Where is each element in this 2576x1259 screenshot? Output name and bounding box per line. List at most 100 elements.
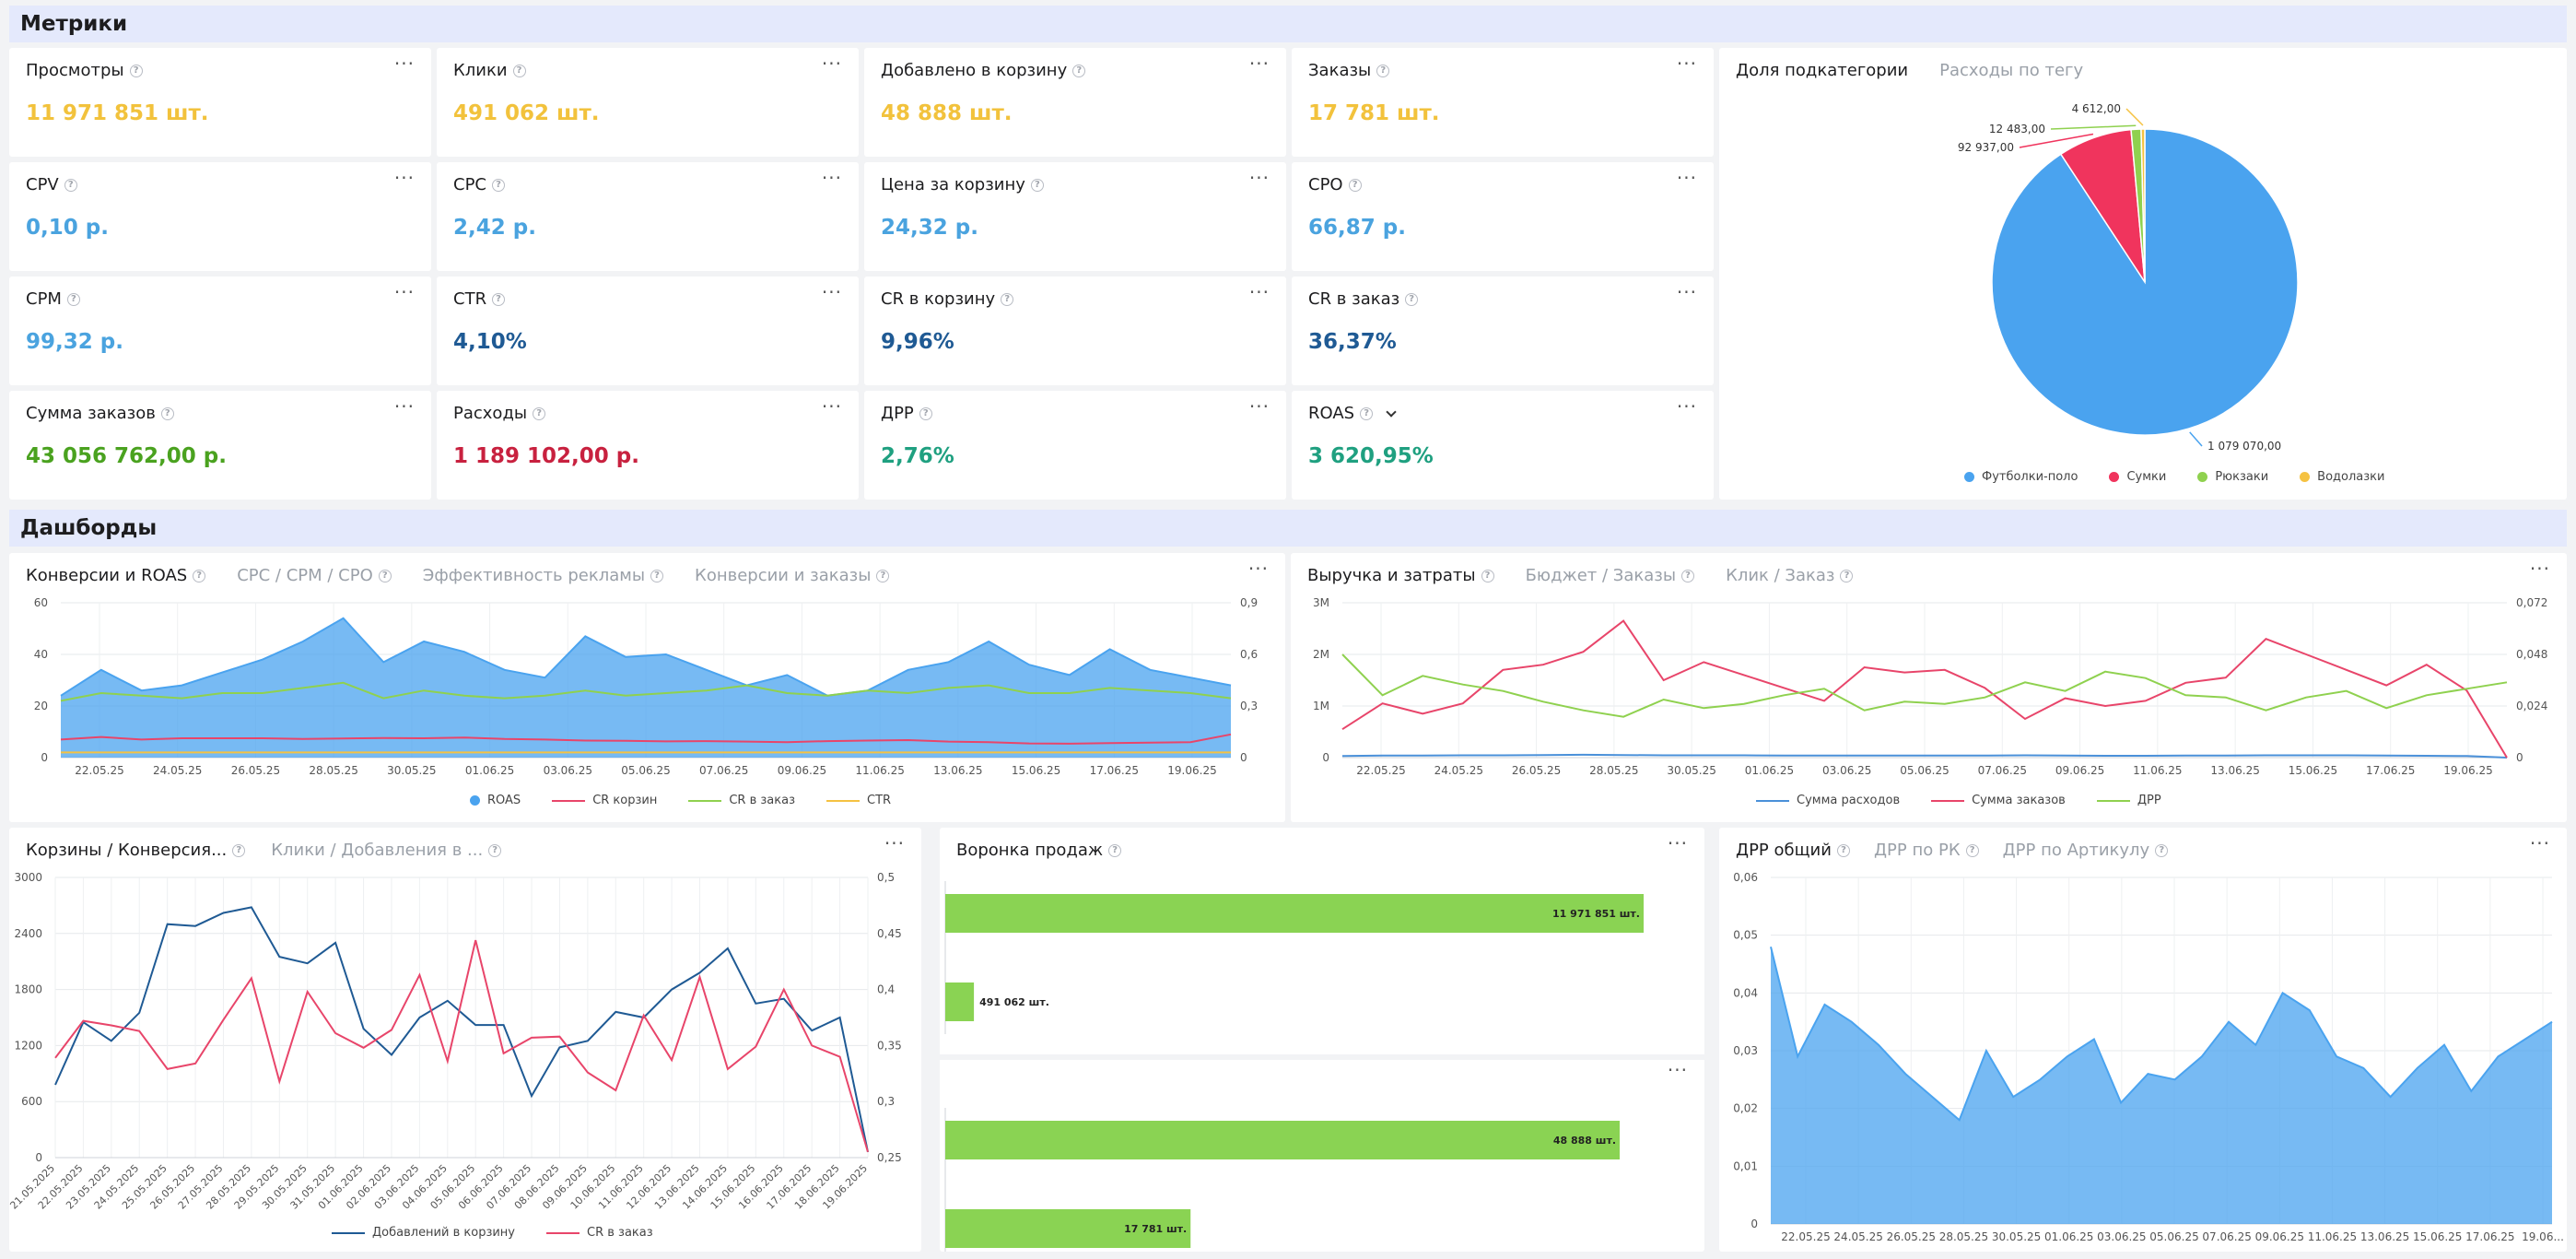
- more-menu-icon[interactable]: ···: [884, 832, 905, 854]
- info-icon[interactable]: ?: [1840, 569, 1854, 582]
- info-icon[interactable]: ?: [650, 569, 664, 582]
- series-line[interactable]: [54, 939, 869, 1153]
- funnel-bar[interactable]: [945, 1121, 1620, 1159]
- funnel-bar[interactable]: [945, 1209, 1191, 1248]
- more-menu-icon[interactable]: ···: [2529, 558, 2550, 580]
- info-icon[interactable]: ?: [160, 406, 174, 420]
- info-icon[interactable]: ?: [1481, 569, 1494, 582]
- funnel-bar[interactable]: [945, 894, 1644, 933]
- carts-chart: 0 0,25 600 0,3 1200 0,35 1800 0,4 2400 0,45 3000 0,…: [9, 871, 902, 1212]
- more-menu-icon[interactable]: ···: [393, 281, 415, 303]
- series-line[interactable]: [1341, 619, 2508, 759]
- info-icon[interactable]: ?: [492, 292, 506, 306]
- info-icon[interactable]: ?: [1348, 178, 1362, 192]
- tab-expenses-by-tag[interactable]: Расходы по тегу: [1939, 61, 2084, 80]
- series-line[interactable]: [1341, 653, 2508, 718]
- tab-click-order[interactable]: Клик / Заказ?: [1726, 566, 1854, 585]
- funnel-bar[interactable]: [945, 982, 975, 1021]
- series-line[interactable]: [60, 617, 1232, 697]
- info-icon[interactable]: ?: [232, 843, 246, 857]
- metric-card: Просмотры? ··· 11 971 851 шт.: [9, 48, 431, 157]
- pie-label-line: [2050, 124, 2137, 130]
- info-icon[interactable]: ?: [1108, 843, 1122, 857]
- x-tick-label: 24.05.25: [1833, 1230, 1882, 1243]
- info-icon[interactable]: ?: [1001, 292, 1014, 306]
- more-menu-icon[interactable]: ···: [1676, 281, 1697, 303]
- series-line[interactable]: [54, 906, 869, 1153]
- legend-item[interactable]: CTR: [826, 794, 891, 807]
- info-icon[interactable]: ?: [193, 569, 206, 582]
- info-icon[interactable]: ?: [129, 64, 143, 77]
- tab-clicks-additions[interactable]: Клики / Добавления в ...?: [271, 841, 502, 860]
- info-icon[interactable]: ?: [512, 64, 526, 77]
- info-icon[interactable]: ?: [1681, 569, 1695, 582]
- more-menu-icon[interactable]: ···: [1676, 395, 1697, 418]
- info-icon[interactable]: ?: [378, 569, 392, 582]
- tab-drr-article[interactable]: ДРР по Артикулу?: [2003, 841, 2169, 860]
- x-tick-label: 30.05.25: [387, 764, 436, 777]
- legend-item[interactable]: CR корзин: [552, 794, 657, 807]
- info-icon[interactable]: ?: [919, 406, 932, 420]
- info-icon[interactable]: ?: [492, 178, 505, 192]
- legend-item[interactable]: Добавлений в корзину: [332, 1226, 515, 1240]
- more-menu-icon[interactable]: ···: [1667, 1059, 1688, 1081]
- tab-conversions-orders[interactable]: Конверсии и заказы?: [695, 566, 890, 585]
- legend-item[interactable]: Футболки-поло: [1964, 470, 2078, 484]
- info-icon[interactable]: ?: [1030, 178, 1044, 192]
- info-icon[interactable]: ?: [1965, 843, 1979, 857]
- series-line[interactable]: [60, 733, 1232, 745]
- series-area[interactable]: [1771, 947, 2552, 1224]
- more-menu-icon[interactable]: ···: [821, 167, 842, 189]
- series-area[interactable]: [61, 618, 1231, 758]
- legend-item[interactable]: ROAS: [470, 794, 521, 807]
- series-line[interactable]: [1341, 753, 2508, 759]
- more-menu-icon[interactable]: ···: [1676, 167, 1697, 189]
- info-icon[interactable]: ?: [533, 406, 546, 420]
- tab-drr-total[interactable]: ДРР общий?: [1736, 841, 1850, 860]
- more-menu-icon[interactable]: ···: [393, 167, 415, 189]
- more-menu-icon[interactable]: ···: [821, 395, 842, 418]
- info-icon[interactable]: ?: [488, 843, 502, 857]
- info-icon[interactable]: ?: [1376, 64, 1390, 77]
- more-menu-icon[interactable]: ···: [393, 53, 415, 75]
- legend-item[interactable]: CR в заказ: [546, 1226, 653, 1240]
- tab-cpc-cpm-cpo[interactable]: CPC / CPM / CPO?: [237, 566, 392, 585]
- info-icon[interactable]: ?: [1405, 292, 1419, 306]
- tab-drr-campaign[interactable]: ДРР по РК?: [1874, 841, 1979, 860]
- legend-item[interactable]: CR в заказ: [688, 794, 795, 807]
- more-menu-icon[interactable]: ···: [1248, 167, 1270, 189]
- tab-conversions-roas[interactable]: Конверсии и ROAS?: [26, 566, 206, 585]
- more-menu-icon[interactable]: ···: [1676, 53, 1697, 75]
- legend-item[interactable]: Сумма заказов: [1931, 794, 2066, 807]
- more-menu-icon[interactable]: ···: [1248, 395, 1270, 418]
- more-menu-icon[interactable]: ···: [393, 395, 415, 418]
- tab-carts-conversion[interactable]: Корзины / Конверсия...?: [26, 841, 246, 860]
- more-menu-icon[interactable]: ···: [821, 281, 842, 303]
- more-menu-icon[interactable]: ···: [1667, 832, 1688, 854]
- tab-revenue-costs[interactable]: Выручка и затраты?: [1307, 566, 1494, 585]
- legend-item[interactable]: Сумки: [2109, 470, 2166, 484]
- tab-subcategory-share[interactable]: Доля подкатегории: [1736, 61, 1909, 80]
- pie-slice[interactable]: [2140, 128, 2146, 283]
- info-icon[interactable]: ?: [66, 292, 80, 306]
- info-icon[interactable]: ?: [1836, 843, 1850, 857]
- legend-item[interactable]: Рюкзаки: [2197, 470, 2268, 484]
- series-line[interactable]: [1770, 946, 2553, 1122]
- tab-budget-orders[interactable]: Бюджет / Заказы?: [1526, 566, 1695, 585]
- more-menu-icon[interactable]: ···: [821, 53, 842, 75]
- chevron-down-icon[interactable]: [1386, 406, 1397, 418]
- more-menu-icon[interactable]: ···: [2529, 832, 2550, 854]
- legend-item[interactable]: Водолазки: [2300, 470, 2384, 484]
- legend-item[interactable]: ДРР: [2096, 794, 2161, 807]
- info-icon[interactable]: ?: [64, 178, 77, 192]
- info-icon[interactable]: ?: [876, 569, 890, 582]
- tab-ad-efficiency[interactable]: Эффективность рекламы?: [423, 566, 664, 585]
- series-line[interactable]: [60, 681, 1232, 702]
- info-icon[interactable]: ?: [2155, 843, 2169, 857]
- more-menu-icon[interactable]: ···: [1248, 281, 1270, 303]
- more-menu-icon[interactable]: ···: [1248, 53, 1270, 75]
- info-icon[interactable]: ?: [1072, 64, 1086, 77]
- info-icon[interactable]: ?: [1360, 406, 1374, 420]
- legend-item[interactable]: Сумма расходов: [1756, 794, 1900, 807]
- more-menu-icon[interactable]: ···: [1247, 558, 1269, 580]
